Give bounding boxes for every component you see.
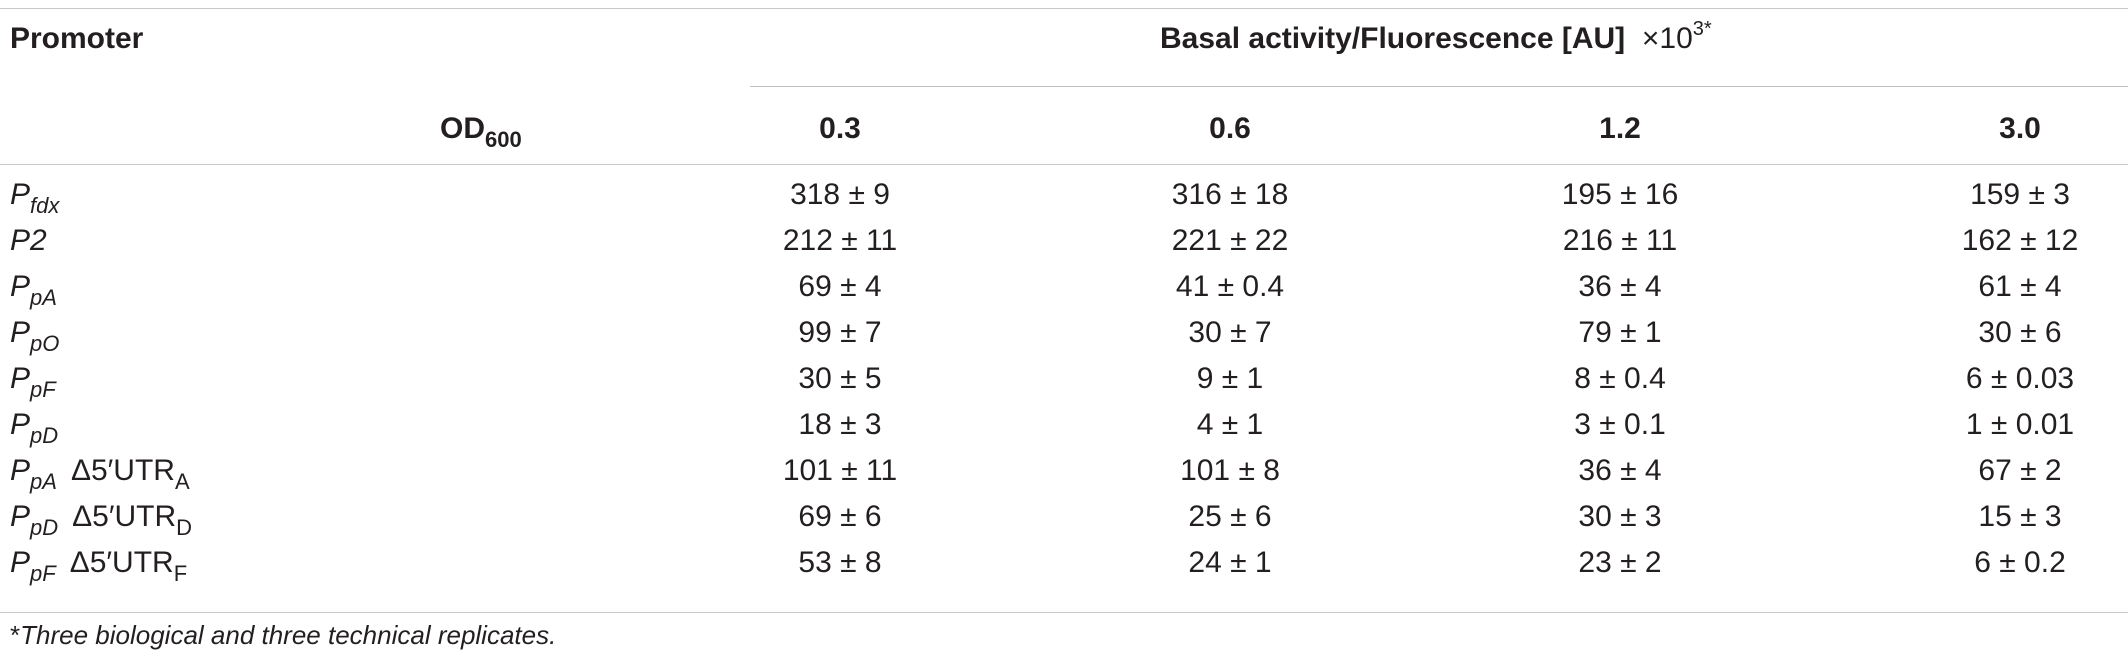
table-row: PpD 18 ± 3 4 ± 1 3 ± 0.1 1 ± 0.01 bbox=[0, 408, 2128, 454]
table-cell: 53 ± 8 bbox=[798, 546, 882, 579]
promoter-label: PpF bbox=[10, 362, 56, 402]
table-cell: 30 ± 3 bbox=[1578, 500, 1662, 533]
table-cell: 162 ± 12 bbox=[1961, 224, 2079, 257]
od-header: OD600 bbox=[440, 112, 522, 152]
table-cell: 221 ± 22 bbox=[1171, 224, 1289, 257]
table-cell: 18 ± 3 bbox=[798, 408, 882, 441]
table-cell: 30 ± 7 bbox=[1188, 316, 1272, 349]
table-cell: 159 ± 3 bbox=[1970, 178, 2070, 211]
promoter-label: PpO bbox=[10, 316, 60, 356]
promoter-label: P2 bbox=[10, 224, 47, 257]
column-header: 0.6 bbox=[1209, 112, 1251, 145]
promoter-label: PpA bbox=[10, 270, 57, 310]
promoter-label: PpD bbox=[10, 408, 59, 448]
table-cell: 61 ± 4 bbox=[1978, 270, 2062, 303]
table-cell: 1 ± 0.01 bbox=[1965, 408, 2075, 441]
group-header-rule bbox=[750, 86, 2128, 87]
table-cell: 212 ± 11 bbox=[782, 224, 898, 257]
promoter-header: Promoter bbox=[10, 22, 144, 55]
table-footnote: *Three biological and three technical re… bbox=[10, 620, 557, 650]
table-cell: 101 ± 11 bbox=[782, 454, 898, 487]
table-cell: 69 ± 6 bbox=[798, 500, 882, 533]
table-cell: 23 ± 2 bbox=[1578, 546, 1662, 579]
table-cell: 69 ± 4 bbox=[798, 270, 882, 303]
table-cell: 99 ± 7 bbox=[798, 316, 882, 349]
table-row: P2 212 ± 11 221 ± 22 216 ± 11 162 ± 12 bbox=[0, 224, 2128, 270]
table-cell: 6 ± 0.2 bbox=[1974, 546, 2066, 579]
group-header-scale: ×103* bbox=[1641, 18, 1712, 55]
promoter-label: Pfdx bbox=[10, 178, 60, 218]
table-cell: 8 ± 0.4 bbox=[1574, 362, 1666, 395]
promoter-label: PpA Δ5′UTRA bbox=[10, 454, 190, 494]
table-cell: 30 ± 5 bbox=[798, 362, 882, 395]
table-cell: 25 ± 6 bbox=[1188, 500, 1272, 533]
table-row: Pfdx 318 ± 9 316 ± 18 195 ± 16 159 ± 3 bbox=[0, 178, 2128, 224]
table-cell: 67 ± 2 bbox=[1978, 454, 2062, 487]
table-cell: 195 ± 16 bbox=[1561, 178, 1679, 211]
header-bottom-rule bbox=[0, 164, 2128, 165]
table-row: PpD Δ5′UTRD 69 ± 6 25 ± 6 30 ± 3 15 ± 3 bbox=[0, 500, 2128, 546]
column-header: 1.2 bbox=[1599, 112, 1641, 145]
table-cell: 6 ± 0.03 bbox=[1965, 362, 2075, 395]
table-cell: 318 ± 9 bbox=[790, 178, 890, 211]
table-cell: 9 ± 1 bbox=[1196, 362, 1264, 395]
table-cell: 79 ± 1 bbox=[1578, 316, 1662, 349]
column-header: 0.3 bbox=[819, 112, 861, 145]
table-cell: 30 ± 6 bbox=[1978, 316, 2062, 349]
promoter-label: PpF Δ5′UTRF bbox=[10, 546, 188, 586]
promoter-label: PpD Δ5′UTRD bbox=[10, 500, 193, 540]
table-row: PpO 99 ± 7 30 ± 7 79 ± 1 30 ± 6 bbox=[0, 316, 2128, 362]
table-top-rule bbox=[0, 8, 2128, 9]
table-cell: 4 ± 1 bbox=[1196, 408, 1264, 441]
table-bottom-rule bbox=[0, 612, 2128, 613]
table-cell: 41 ± 0.4 bbox=[1175, 270, 1285, 303]
table-row: PpA 69 ± 4 41 ± 0.4 36 ± 4 61 ± 4 bbox=[0, 270, 2128, 316]
table-cell: 316 ± 18 bbox=[1171, 178, 1289, 211]
table-cell: 15 ± 3 bbox=[1978, 500, 2062, 533]
table-cell: 36 ± 4 bbox=[1578, 454, 1662, 487]
group-header: Basal activity/Fluorescence [AU] ×103* bbox=[1160, 18, 1712, 56]
group-header-title: Basal activity/Fluorescence [AU] bbox=[1160, 22, 1626, 55]
table-cell: 3 ± 0.1 bbox=[1574, 408, 1666, 441]
table-row: PpF Δ5′UTRF 53 ± 8 24 ± 1 23 ± 2 6 ± 0.2 bbox=[0, 546, 2128, 592]
table-row: PpA Δ5′UTRA 101 ± 11 101 ± 8 36 ± 4 67 ± 2 bbox=[0, 454, 2128, 500]
table-cell: 216 ± 11 bbox=[1562, 224, 1678, 257]
table-cell: 36 ± 4 bbox=[1578, 270, 1662, 303]
table-row: PpF 30 ± 5 9 ± 1 8 ± 0.4 6 ± 0.03 bbox=[0, 362, 2128, 408]
table-cell: 24 ± 1 bbox=[1188, 546, 1272, 579]
column-header: 3.0 bbox=[1999, 112, 2041, 145]
table-cell: 101 ± 8 bbox=[1180, 454, 1280, 487]
